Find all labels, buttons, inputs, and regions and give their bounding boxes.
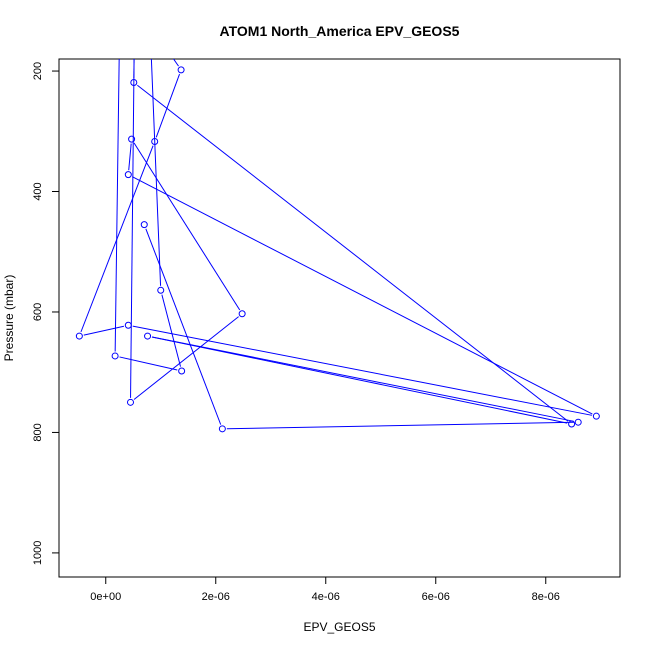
x-tick-label: 0e+00 (90, 591, 121, 603)
series-segment (226, 421, 574, 430)
data-point (157, 286, 165, 294)
data-point (111, 352, 119, 360)
y-tick-label: 200 (32, 62, 44, 80)
series-segment (83, 325, 125, 336)
y-tick-label: 400 (32, 182, 44, 200)
series-segment (114, 59, 120, 352)
series-segment (130, 59, 135, 398)
x-axis: 0e+00 2e-06 4e-06 6e-06 8e-06 (90, 576, 560, 603)
data-point (218, 425, 226, 433)
x-tick-label: 2e-06 (202, 591, 230, 603)
data-point (238, 310, 246, 318)
y-axis-label: Pressure (mbar) (2, 275, 16, 362)
chart-title: ATOM1 North_America EPV_GEOS5 (220, 23, 460, 39)
series-segment (128, 143, 132, 171)
series-segment (145, 228, 222, 425)
data-point (144, 332, 152, 340)
x-tick-label: 4e-06 (312, 591, 340, 603)
data-point (128, 135, 136, 143)
plot-frame (58, 58, 621, 578)
data-point (117, 32, 123, 38)
data-point (151, 138, 159, 146)
data-point (568, 420, 576, 428)
y-tick-label: 1000 (32, 541, 44, 565)
series-segment (133, 142, 241, 311)
data-point (574, 418, 582, 426)
data-point (124, 321, 132, 329)
series-segment (155, 73, 181, 138)
series-segment (137, 84, 569, 422)
data-point (131, 0, 137, 5)
y-axis: 200 400 600 800 1000 (32, 62, 60, 565)
y-tick-label: 600 (32, 303, 44, 321)
series-segment (132, 176, 593, 415)
data-point (147, 16, 153, 22)
series-segment (133, 316, 239, 400)
data-point (177, 66, 185, 74)
series-segment (151, 336, 574, 422)
data-point (130, 78, 138, 86)
x-tick-label: 8e-06 (532, 591, 560, 603)
series-segment (80, 145, 154, 333)
data-point (124, 171, 132, 179)
x-tick-label: 6e-06 (422, 591, 450, 603)
series-segment (161, 294, 182, 367)
series-segment (151, 336, 568, 424)
data-point (127, 398, 134, 406)
data-point (178, 367, 186, 375)
series-segment (137, 5, 147, 15)
data-point (75, 332, 83, 340)
y-tick-label: 800 (32, 423, 44, 441)
data-point (131, 31, 137, 37)
series-segment (150, 59, 162, 286)
x-axis-label: EPV_GEOS5 (303, 620, 375, 634)
series-segment (132, 325, 593, 416)
data-point (592, 412, 600, 420)
data-point (140, 221, 148, 229)
series-segment (119, 356, 178, 371)
series-segment (172, 59, 179, 67)
series-layer (75, 0, 600, 433)
